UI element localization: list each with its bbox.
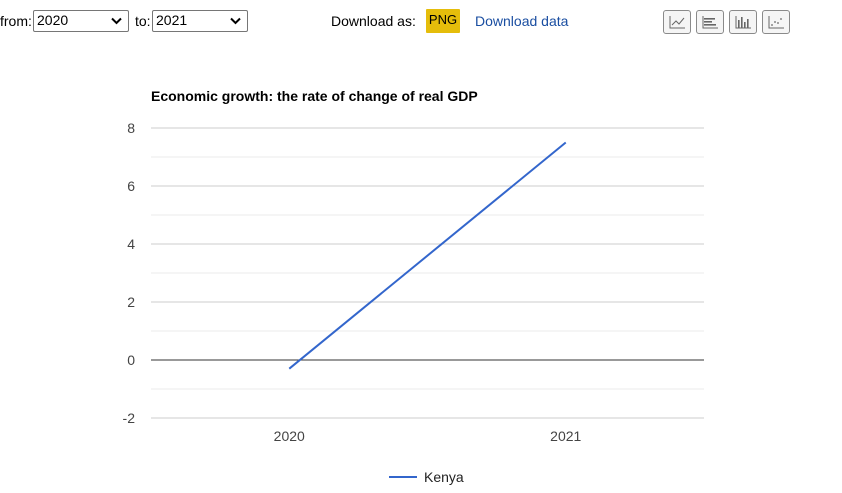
chevron-down-icon bbox=[230, 17, 241, 25]
y-tick-label: 0 bbox=[127, 352, 135, 368]
gridlines bbox=[151, 127, 704, 419]
x-tick-label: 2020 bbox=[274, 428, 305, 444]
from-label: from: bbox=[0, 13, 32, 29]
horizontal-bar-chart-button[interactable] bbox=[696, 10, 724, 34]
download-data-link[interactable]: Download data bbox=[475, 13, 569, 29]
download-as-label: Download as: bbox=[331, 13, 416, 29]
chart-title: Economic growth: the rate of change of r… bbox=[151, 88, 478, 104]
chevron-down-icon bbox=[111, 17, 122, 25]
vertical-bar-icon bbox=[735, 16, 751, 29]
from-year-select[interactable]: 2020 bbox=[33, 10, 129, 32]
series-group bbox=[288, 141, 567, 370]
to-year-value: 2021 bbox=[156, 12, 188, 28]
y-tick-label: 8 bbox=[127, 120, 135, 136]
x-axis-ticks: 2020 2021 bbox=[274, 428, 582, 444]
series-line-kenya bbox=[288, 141, 567, 370]
to-year-select[interactable]: 2021 bbox=[152, 10, 248, 32]
to-label: to: bbox=[135, 13, 151, 29]
line-chart-button[interactable] bbox=[663, 10, 691, 34]
png-download-button[interactable]: PNG bbox=[426, 9, 460, 33]
scatter-icon bbox=[768, 16, 784, 29]
scatter-chart-button[interactable] bbox=[762, 10, 790, 34]
y-tick-label: -2 bbox=[123, 410, 136, 426]
legend: Kenya bbox=[389, 469, 464, 485]
toolbar: from: 2020 to: 2021 Download as: PNG Dow… bbox=[0, 0, 842, 44]
line-chart-icon bbox=[669, 16, 685, 29]
vertical-bar-chart-button[interactable] bbox=[729, 10, 757, 34]
y-tick-label: 4 bbox=[127, 236, 135, 252]
y-axis-ticks: -2 0 2 4 6 8 bbox=[123, 120, 136, 426]
y-tick-label: 2 bbox=[127, 294, 135, 310]
x-tick-label: 2021 bbox=[550, 428, 581, 444]
from-year-value: 2020 bbox=[37, 12, 69, 28]
legend-label: Kenya bbox=[424, 469, 464, 485]
horizontal-bar-icon bbox=[702, 16, 718, 29]
y-tick-label: 6 bbox=[127, 178, 135, 194]
